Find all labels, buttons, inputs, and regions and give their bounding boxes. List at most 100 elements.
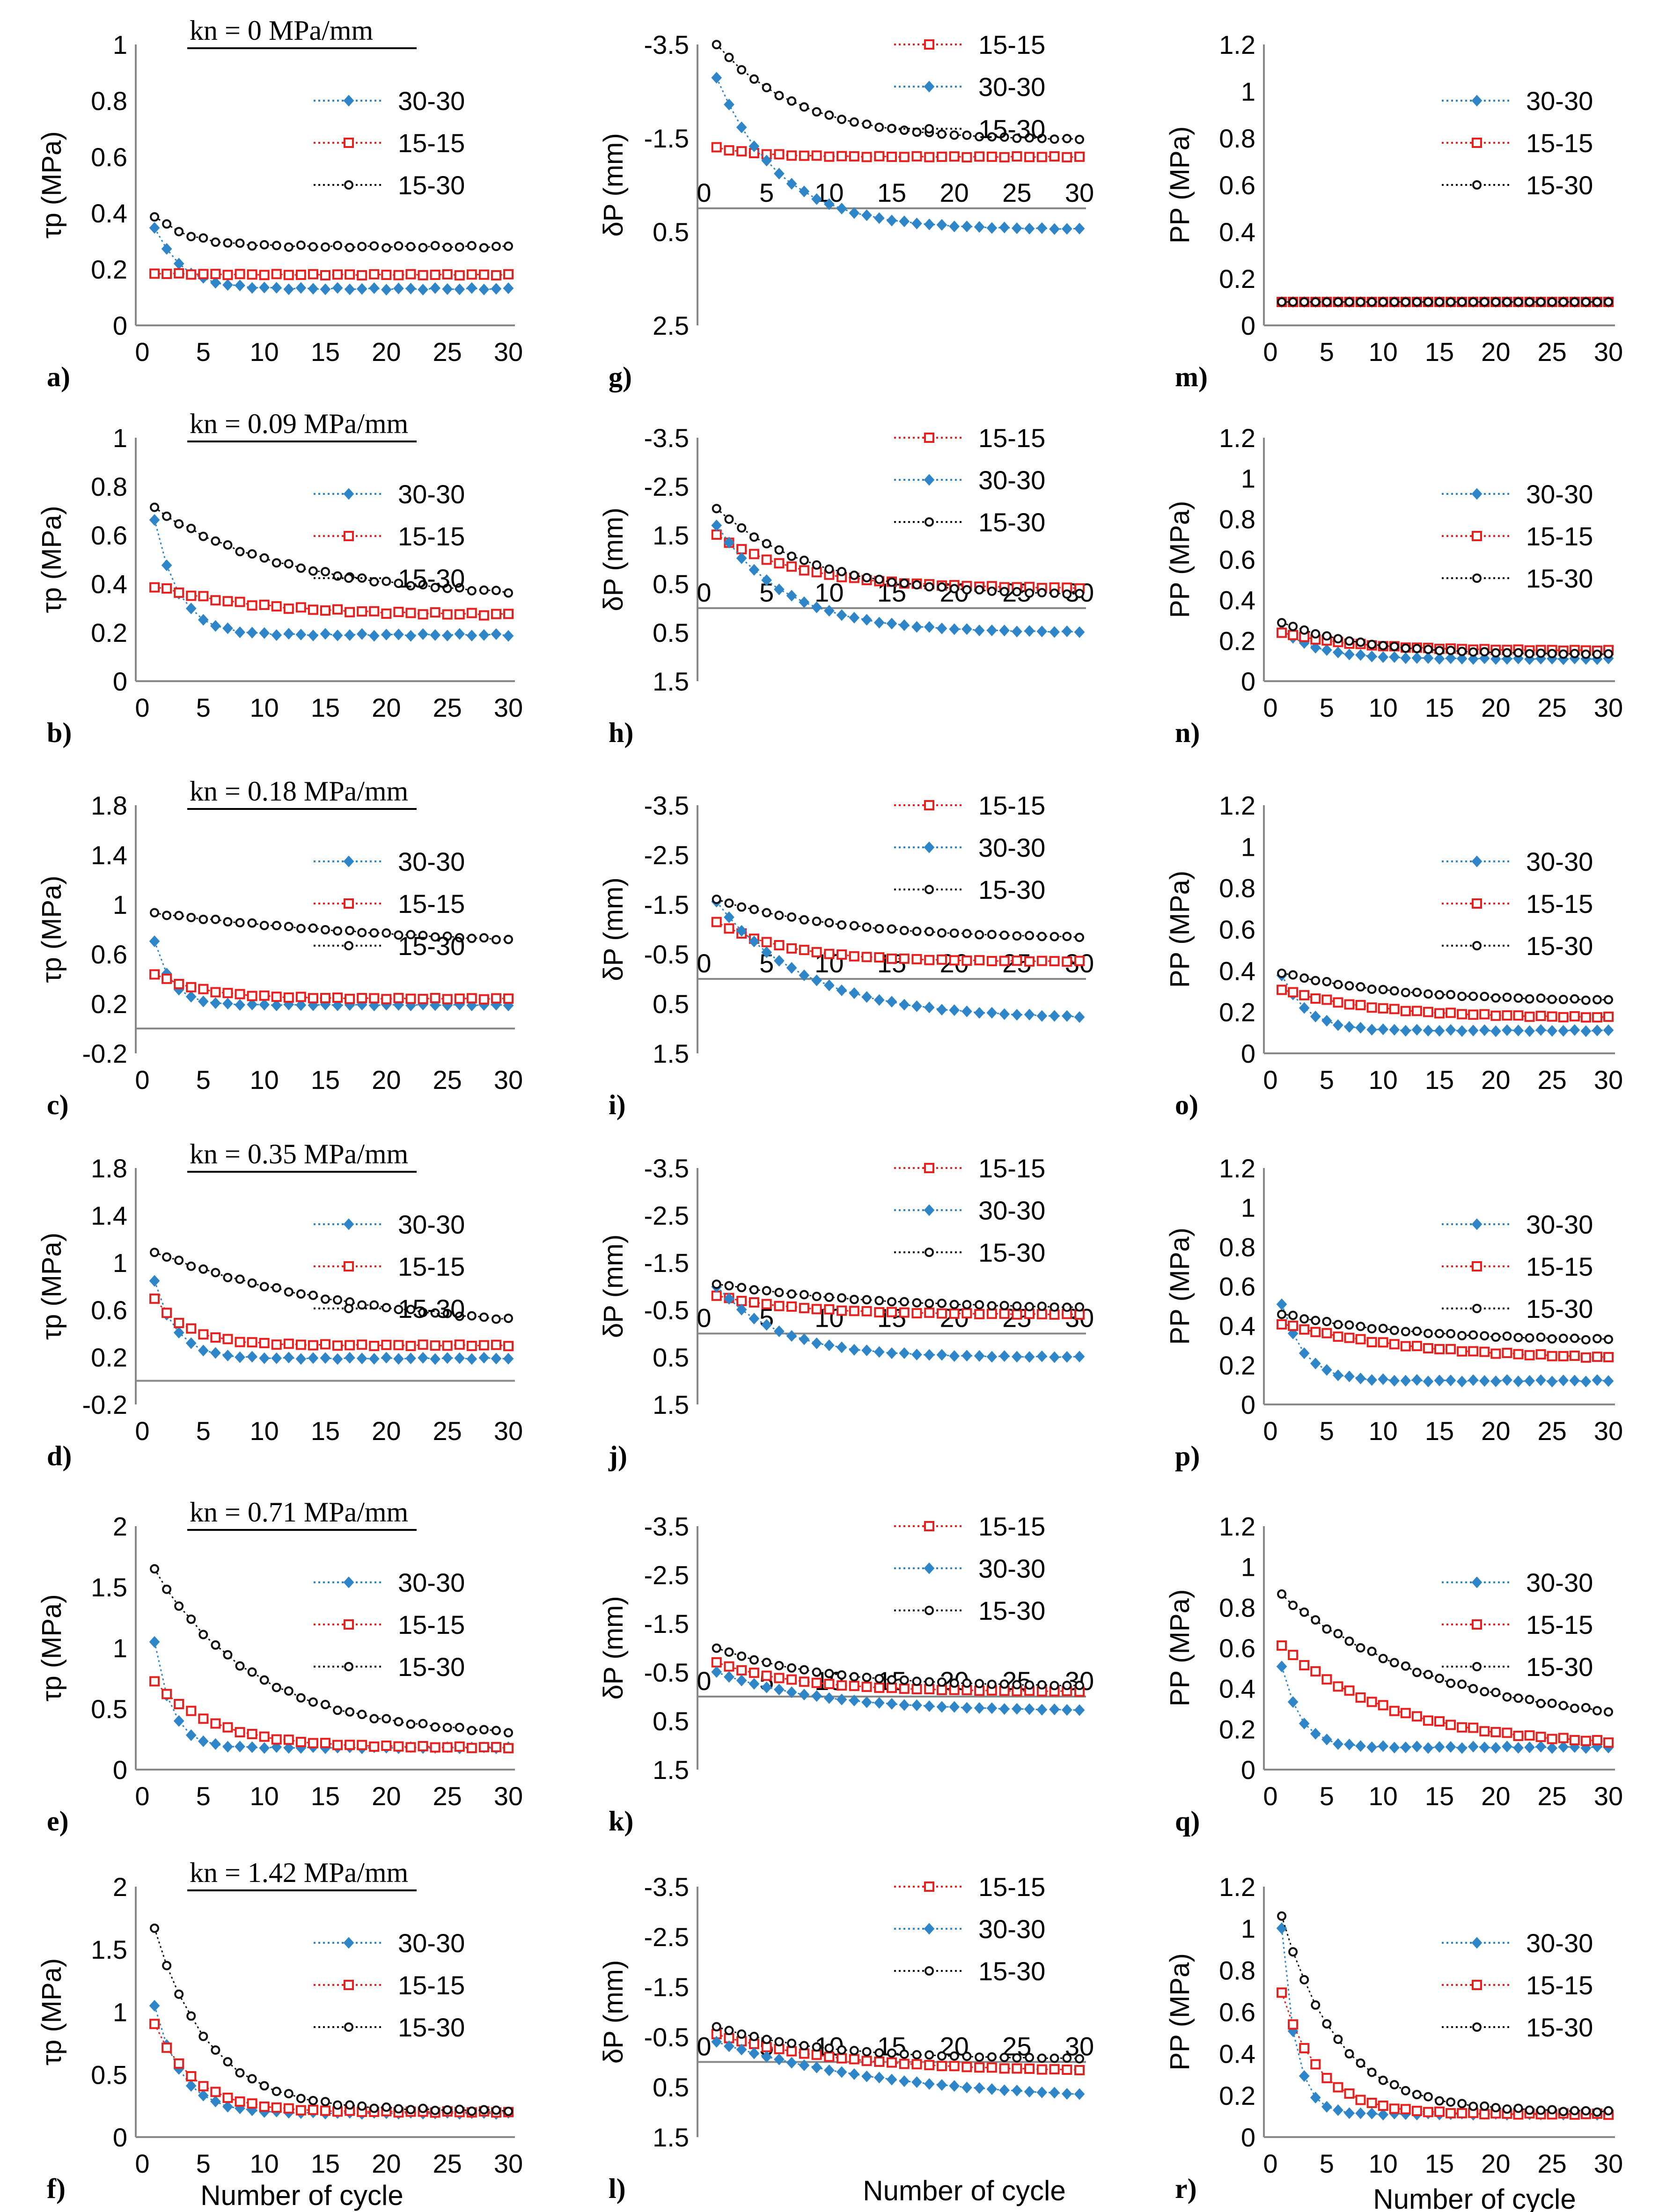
point-e-15-15-18 xyxy=(357,1740,367,1750)
point-q-15-15-6 xyxy=(1333,1681,1343,1692)
point-i-15-30-12 xyxy=(849,921,859,931)
point-i-legend-15-15-0 xyxy=(924,800,934,810)
point-q-15-15-9 xyxy=(1366,1697,1377,1707)
point-q-30-30-24 xyxy=(1535,1741,1546,1753)
legend-label-q-15-15: 15-15 xyxy=(1526,1610,1593,1639)
point-a-15-30-1 xyxy=(150,212,160,222)
point-b-15-30-1 xyxy=(150,502,160,512)
point-p-15-15-10 xyxy=(1378,1337,1388,1348)
point-n-15-30-20 xyxy=(1491,648,1501,658)
point-f-15-30-13 xyxy=(296,2094,306,2103)
point-o-15-15-10 xyxy=(1378,1003,1388,1014)
y-tick-label-p-6: 1.2 xyxy=(1219,1154,1255,1183)
point-j-30-30-10 xyxy=(823,1339,835,1352)
point-i-15-15-1 xyxy=(711,917,722,927)
point-f-legend-15-30-0 xyxy=(344,2022,353,2032)
point-f-15-30-18 xyxy=(357,2101,367,2111)
point-g-15-15-20 xyxy=(949,151,960,162)
point-o-30-30-3 xyxy=(1299,1002,1310,1014)
x-tick-label-f-10: 10 xyxy=(250,2149,279,2178)
x-tick-label-f-5: 5 xyxy=(196,2149,211,2178)
point-l-15-30-25 xyxy=(1012,2053,1022,2063)
y-tick-label-m-4: 0.8 xyxy=(1219,124,1255,153)
point-l-15-30-16 xyxy=(899,2049,909,2059)
point-l-30-30-23 xyxy=(986,2083,998,2095)
point-q-15-30-22 xyxy=(1513,1693,1523,1703)
series-line-a-15-30 xyxy=(154,216,509,249)
series-line-e-15-15 xyxy=(154,1681,509,1749)
point-l-15-30-20 xyxy=(949,2051,959,2061)
point-f-15-15-9 xyxy=(247,2098,257,2109)
point-f-15-15-11 xyxy=(271,2102,282,2113)
point-n-15-30-22 xyxy=(1513,648,1523,658)
point-q-15-15-10 xyxy=(1378,1700,1388,1711)
x-tick-label-p-20: 20 xyxy=(1481,1416,1510,1446)
point-l-15-30-17 xyxy=(912,2050,922,2060)
point-q-30-30-13 xyxy=(1411,1741,1423,1753)
point-n-15-15-2 xyxy=(1288,630,1299,640)
y-tick-label-d-3: 1 xyxy=(113,1248,127,1278)
point-c-15-15-3 xyxy=(174,978,184,989)
point-d-15-30-30 xyxy=(504,1314,513,1323)
point-l-30-30-11 xyxy=(836,2066,847,2078)
point-m-15-30-15 xyxy=(1435,297,1444,307)
point-d-15-15-3 xyxy=(174,1317,184,1328)
point-b-30-30-19 xyxy=(368,630,380,642)
point-b-15-15-19 xyxy=(369,606,380,617)
point-m-15-30-14 xyxy=(1423,297,1433,307)
point-d-30-30-14 xyxy=(308,1352,319,1364)
point-j-30-30-8 xyxy=(799,1333,810,1345)
point-f-15-15-7 xyxy=(222,2093,233,2103)
point-g-30-30-15 xyxy=(886,214,897,227)
point-m-15-30-12 xyxy=(1401,297,1410,307)
point-l-15-30-23 xyxy=(987,2052,997,2062)
point-h-15-30-2 xyxy=(724,514,734,524)
legend-label-n-15-30: 15-30 xyxy=(1526,564,1593,593)
y-tick-label-h-4: 0.5 xyxy=(653,618,689,647)
point-q-15-15-1 xyxy=(1277,1640,1287,1651)
point-f-15-15-2 xyxy=(161,2043,172,2053)
point-p-15-30-2 xyxy=(1288,1310,1298,1320)
point-l-30-30-10 xyxy=(823,2064,835,2076)
point-i-30-30-12 xyxy=(849,987,860,999)
y-tick-label-j-0: -3.5 xyxy=(644,1154,690,1183)
point-j-legend-15-30-0 xyxy=(925,1248,934,1257)
x-tick-label-b-20: 20 xyxy=(372,693,401,722)
panel-label-f: f) xyxy=(47,2173,66,2204)
point-k-30-30-30 xyxy=(1074,1704,1085,1716)
point-i-legend-30-30-0 xyxy=(924,841,935,853)
point-f-15-15-5 xyxy=(198,2081,209,2092)
point-q-15-15-2 xyxy=(1288,1650,1299,1661)
point-q-15-30-19 xyxy=(1480,1687,1490,1697)
point-d-15-30-21 xyxy=(394,1305,404,1315)
point-l-15-15-18 xyxy=(924,2060,935,2071)
point-g-15-15-2 xyxy=(724,145,734,156)
point-n-15-30-19 xyxy=(1480,647,1490,657)
point-g-15-30-30 xyxy=(1075,134,1084,144)
point-c-15-30-17 xyxy=(345,926,355,935)
point-e-15-15-15 xyxy=(320,1738,330,1749)
point-i-15-30-16 xyxy=(899,926,909,935)
x-tick-label-c-15: 15 xyxy=(311,1065,340,1095)
point-j-15-30-29 xyxy=(1062,1302,1072,1312)
point-k-30-30-23 xyxy=(986,1702,998,1714)
point-h-30-30-13 xyxy=(861,614,872,626)
point-m-15-30-7 xyxy=(1344,297,1354,307)
point-b-30-30-27 xyxy=(466,630,477,642)
point-l-15-30-3 xyxy=(737,2029,747,2039)
point-r-15-15-8 xyxy=(1355,2094,1366,2105)
point-b-30-30-8 xyxy=(235,626,245,639)
point-a-15-15-12 xyxy=(283,270,294,280)
point-c-30-30-6 xyxy=(210,997,221,1009)
point-k-30-30-12 xyxy=(849,1694,860,1706)
point-b-15-30-28 xyxy=(479,585,489,595)
x-tick-label-o-0: 0 xyxy=(1263,1065,1277,1095)
point-m-15-30-6 xyxy=(1333,297,1343,307)
point-o-15-30-13 xyxy=(1412,987,1422,997)
point-f-15-30-21 xyxy=(394,2104,404,2114)
point-q-15-30-8 xyxy=(1356,1643,1365,1653)
point-l-15-30-9 xyxy=(812,2042,822,2052)
y-tick-label-h-3: 0.5 xyxy=(653,569,689,599)
point-c-15-15-15 xyxy=(320,992,330,1003)
point-m-15-30-8 xyxy=(1356,297,1365,307)
